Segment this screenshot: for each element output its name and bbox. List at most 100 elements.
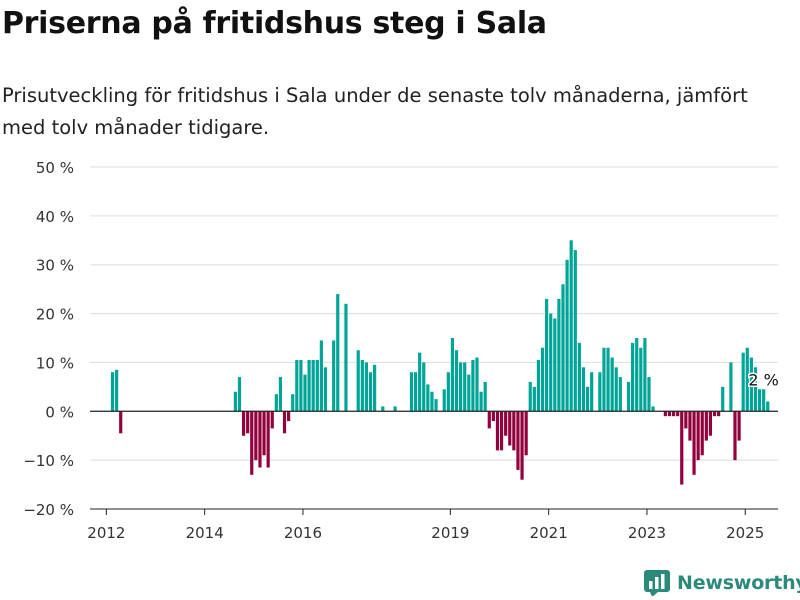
bar [737, 411, 741, 441]
bar [483, 381, 487, 412]
bar [446, 372, 450, 412]
annotation: 2 % [747, 369, 780, 391]
grid-lines [90, 166, 778, 461]
bar [295, 359, 299, 412]
bar [766, 401, 770, 412]
bar [463, 362, 467, 412]
bar [721, 386, 725, 412]
bar [528, 381, 532, 412]
bar [418, 352, 422, 412]
bar [717, 411, 721, 417]
bar [696, 411, 700, 461]
bar [565, 259, 569, 412]
x-tick-label: 2023 [628, 524, 666, 542]
bar [598, 372, 602, 412]
bar [520, 411, 524, 480]
bar [753, 367, 758, 412]
bar [663, 411, 667, 417]
bar [237, 377, 242, 412]
y-tick-label: 10 % [36, 354, 74, 372]
bar [676, 411, 680, 417]
bar [704, 411, 708, 441]
bar [323, 367, 328, 412]
bar [282, 411, 287, 434]
bar [303, 374, 307, 412]
bar [291, 394, 295, 412]
bar [606, 347, 610, 412]
bar [684, 411, 688, 429]
bar [442, 389, 446, 412]
bar [299, 359, 303, 412]
bar [504, 411, 508, 436]
bar [667, 411, 672, 417]
bar [250, 411, 254, 475]
bar [434, 399, 438, 412]
bar [258, 411, 262, 468]
bar [278, 377, 283, 412]
bar [647, 377, 651, 412]
bar [467, 374, 471, 412]
bar [749, 357, 753, 412]
bar [700, 411, 704, 456]
bar [495, 411, 500, 451]
bar [692, 411, 696, 475]
y-tick-label: 50 % [36, 159, 74, 177]
bar [602, 347, 606, 412]
bar [287, 411, 291, 422]
bar [532, 386, 536, 412]
bar [553, 318, 557, 412]
bar [381, 406, 385, 412]
bar [499, 411, 504, 451]
bar [360, 359, 364, 412]
bar [581, 367, 586, 412]
bar [356, 350, 360, 412]
bar [491, 411, 495, 422]
bar [757, 389, 762, 412]
bar [512, 411, 516, 451]
bar [311, 359, 315, 412]
newsworthy-logo: Newsworthy [644, 568, 800, 598]
bar [475, 357, 479, 412]
bar [368, 372, 373, 412]
bar [454, 350, 459, 412]
bar [450, 338, 455, 412]
bar [332, 340, 336, 412]
bar [487, 411, 491, 429]
bar [119, 411, 123, 434]
x-tick-label: 2025 [726, 524, 764, 542]
bar-series [110, 240, 770, 485]
y-tick-label: −20 % [23, 501, 74, 519]
bar [577, 342, 581, 412]
bar [274, 394, 278, 412]
bar [635, 338, 639, 412]
bar [508, 411, 512, 446]
bar [631, 342, 635, 412]
bar [557, 298, 561, 412]
bar [712, 411, 717, 417]
bar [246, 411, 250, 434]
bar [536, 359, 541, 412]
bar [618, 377, 622, 412]
bar [561, 284, 565, 412]
bar [741, 352, 745, 412]
bar [266, 411, 270, 468]
bar [573, 250, 577, 412]
bar [680, 411, 684, 485]
bar [569, 240, 573, 412]
bar [524, 411, 528, 456]
bar [651, 406, 655, 412]
bar [241, 411, 246, 436]
last-value-label: 2 % [748, 370, 778, 389]
bar [430, 391, 434, 412]
bar [762, 389, 766, 412]
bar [115, 369, 119, 412]
x-tick-label: 2021 [530, 524, 568, 542]
bar [516, 411, 520, 470]
bar [614, 367, 618, 412]
bar [590, 372, 594, 412]
bar [413, 372, 418, 412]
bar [422, 362, 426, 412]
bar [426, 384, 430, 412]
bar [307, 359, 311, 412]
